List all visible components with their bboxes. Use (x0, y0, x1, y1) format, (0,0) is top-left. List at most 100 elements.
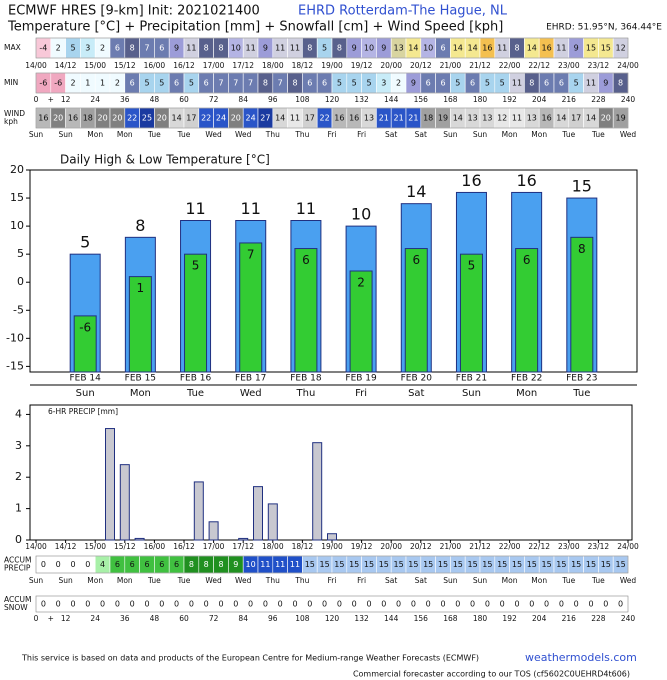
strip-value: 16 (334, 114, 344, 123)
strip-value: 0 (292, 600, 297, 609)
strip-value: 0 (411, 600, 416, 609)
strip-value: 6 (204, 79, 209, 88)
strip-value: 9 (381, 44, 386, 53)
strip-value: 11 (275, 560, 285, 569)
time-label: 16/00 (144, 61, 166, 70)
temp-bar (184, 253, 208, 373)
precip-bar (327, 533, 337, 541)
strip-value: 5 (189, 79, 194, 88)
hour-label: 168 (443, 614, 458, 623)
day-label: Wed (205, 576, 222, 585)
time-label: 22/00 (499, 61, 521, 70)
hour-label: 60 (179, 95, 189, 104)
strip-frame (35, 72, 629, 94)
hour-label: 120 (325, 95, 340, 104)
strip-value: 16 (38, 114, 48, 123)
hour-label: 156 (414, 95, 429, 104)
strip-value: 6 (130, 79, 135, 88)
hour-label: 48 (150, 614, 160, 623)
strip-value: 0 (70, 560, 75, 569)
day-label: Tue (177, 130, 191, 139)
low-label: 5 (468, 259, 476, 273)
footer-credit: This service is based on data and produc… (21, 654, 479, 663)
precip-bar (119, 464, 130, 541)
x-tick-label: 16/00 (144, 542, 166, 551)
strip-value: 11 (556, 44, 566, 53)
strip-value: 11 (290, 44, 300, 53)
day-label: Wed (235, 576, 252, 585)
precip-bar (253, 486, 263, 541)
strip-value: 20 (98, 114, 108, 123)
hour-label: 120 (325, 614, 340, 623)
strip-value: 15 (394, 560, 404, 569)
strip-value: 5 (70, 44, 75, 53)
strip-value: 0 (322, 600, 327, 609)
strip-value: 6 (115, 44, 120, 53)
temp-bar (570, 236, 594, 373)
day-label: Tue (147, 576, 161, 585)
high-label: 16 (461, 171, 481, 190)
hour-label: 240 (621, 95, 636, 104)
strip-value: 7 (278, 79, 283, 88)
strip-value: 14 (408, 44, 418, 53)
hour-label: 168 (443, 95, 458, 104)
strip-value: 15 (571, 560, 581, 569)
x-tick-label: 16/12 (173, 542, 195, 551)
strip-value: 0 (588, 600, 593, 609)
strip-value: 6 (130, 560, 135, 569)
strip-value: 13 (468, 114, 478, 123)
time-label: 21/00 (440, 61, 462, 70)
strip-value: 2 (396, 79, 401, 88)
strip-value: 2 (115, 79, 120, 88)
strip-value: 13 (482, 114, 492, 123)
temp-bar (239, 242, 263, 373)
strip-value: 0 (307, 600, 312, 609)
strip-value: 15 (616, 560, 626, 569)
x-tick-label: FEB 21 (456, 374, 487, 384)
footer-site[interactable]: weathermodels.com (525, 651, 637, 664)
strip-value: 20 (112, 114, 122, 123)
strip-value: 14 (453, 114, 463, 123)
day-label: Sun (443, 130, 458, 139)
strip-value: -6 (54, 79, 62, 88)
strip-value: 11 (512, 79, 522, 88)
day-label: Wed (235, 130, 252, 139)
strip-value: 0 (485, 600, 490, 609)
strip-frame (35, 555, 629, 574)
day-label: Wed (620, 130, 637, 139)
strip-value: 21 (379, 114, 389, 123)
day-label: Sun (443, 576, 458, 585)
strip-value: 0 (470, 600, 475, 609)
day-label: Sun (29, 130, 44, 139)
strip-value: 6 (440, 44, 445, 53)
x-tick-label: FEB 20 (401, 374, 433, 384)
strip-value: 6 (115, 560, 120, 569)
high-label: 14 (406, 182, 426, 201)
x-tick-label: FEB 19 (345, 374, 377, 384)
x-tick-label: 23/00 (558, 542, 580, 551)
strip-value: 20 (601, 114, 611, 123)
day-label: Fri (355, 388, 367, 399)
day-label: Wed (205, 130, 222, 139)
strip-value: 0 (263, 600, 268, 609)
hour-label: 12 (61, 95, 71, 104)
hour-label: 216 (562, 95, 577, 104)
x-tick-label: 14/12 (55, 542, 77, 551)
hour-plus: + (48, 614, 54, 623)
temp-bar (515, 248, 539, 373)
strip-value: 11 (290, 560, 300, 569)
high-label: 5 (80, 233, 90, 252)
strip-value: 5 (352, 79, 357, 88)
strip-value: 0 (381, 600, 386, 609)
day-label: Sun (473, 576, 488, 585)
low-label: 6 (523, 253, 531, 267)
strip-value: 14 (527, 44, 537, 53)
strip-value: 5 (455, 79, 460, 88)
strip-value: 8 (307, 44, 312, 53)
x-tick-label: 15/00 (84, 542, 106, 551)
x-tick-label: 19/00 (321, 542, 343, 551)
day-label: Thu (265, 130, 280, 139)
strip-value: 8 (263, 79, 268, 88)
strip-value: 12 (616, 44, 626, 53)
strip-value: 6 (174, 79, 179, 88)
